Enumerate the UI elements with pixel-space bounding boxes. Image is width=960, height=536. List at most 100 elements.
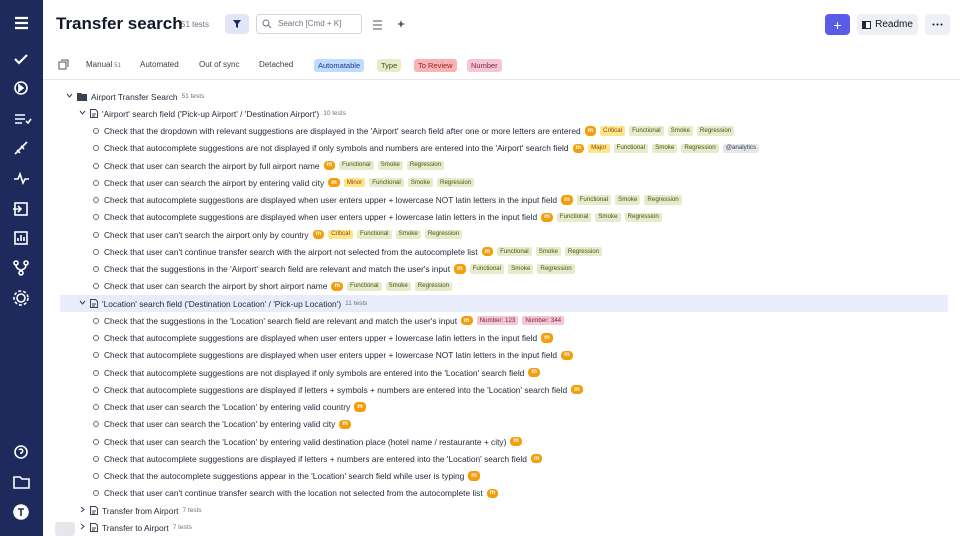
tree-row[interactable]: Check that autocomplete suggestions are … <box>60 209 948 226</box>
tree-row[interactable]: Check that the suggestions in the 'Locat… <box>60 312 948 329</box>
tree-row[interactable]: Check that the suggestions in the 'Airpo… <box>60 261 948 278</box>
case-title: Check that the dropdown with relevant su… <box>104 126 581 136</box>
tree-row[interactable]: Check that autocomplete suggestions are … <box>60 450 948 467</box>
sidebar-icons <box>13 16 32 520</box>
case-title: Check that user can't continue transfer … <box>104 488 483 499</box>
case-title: Check that user can search the airport b… <box>104 177 325 188</box>
case-title: Check that user can search the 'Location… <box>104 419 336 430</box>
suite-icon <box>90 109 98 119</box>
type-tag: Functional <box>369 178 404 188</box>
tree-row[interactable]: Airport Transfer Search 51 tests <box>60 88 948 105</box>
type-tag: Regression <box>406 160 445 171</box>
type-tag: Smoke <box>407 178 434 188</box>
chevron-open[interactable] <box>78 110 86 117</box>
tab[interactable]: Out of sync <box>199 60 239 69</box>
chevron-closed[interactable] <box>78 506 86 515</box>
tree-row[interactable]: Check that autocomplete suggestions are … <box>60 381 948 398</box>
tree-row[interactable]: Check that user can't continue transfer … <box>60 485 948 502</box>
tab-count: 51 <box>114 63 121 69</box>
toolbar-icons[interactable] <box>372 19 406 31</box>
suite-title: Transfer from Airport <box>102 505 179 516</box>
tree-row[interactable]: Check that autocomplete suggestions are … <box>60 330 948 347</box>
status-dot <box>93 438 99 445</box>
tree-row[interactable]: Check that autocomplete suggestions are … <box>60 140 948 157</box>
status-dot <box>93 179 99 186</box>
suite-icon <box>90 506 98 515</box>
tree-row[interactable]: Check that user can search the airport b… <box>60 174 948 191</box>
tab[interactable]: Automated <box>140 60 179 69</box>
tree-row[interactable]: Check that user can search the 'Location… <box>60 433 948 450</box>
tab[interactable]: Manual 51 <box>86 60 121 69</box>
type-tag: Functional <box>357 229 392 240</box>
shortcut-button[interactable] <box>55 522 75 536</box>
layer-badge: m <box>454 264 466 274</box>
add-button[interactable]: + <box>825 14 850 35</box>
priority-tag: Critical <box>328 229 353 240</box>
layer-badge: m <box>312 229 325 240</box>
tree-row[interactable]: Transfer from Airport 7 tests <box>60 502 948 519</box>
tree-row[interactable]: Transfer to Airport 7 tests <box>60 519 948 536</box>
status-dot <box>93 455 99 462</box>
tab[interactable]: Detached <box>259 60 293 69</box>
test-count: 51 tests <box>181 20 210 29</box>
type-tag: Regression <box>564 247 603 257</box>
tab-label: Automated <box>140 60 179 69</box>
tree-row[interactable]: Check that user can search the airport b… <box>60 278 948 295</box>
tree-row[interactable]: Check that the dropdown with relevant su… <box>60 123 948 140</box>
chevron-closed[interactable] <box>78 523 86 532</box>
status-dot <box>93 248 99 255</box>
page-title: Transfer search <box>56 14 183 33</box>
type-tag: Smoke <box>667 126 693 136</box>
layer-badge: m <box>541 333 553 343</box>
layer-badge: m <box>571 385 583 395</box>
tree-row[interactable]: Check that user can't continue transfer … <box>60 243 948 260</box>
type-tag: Functional <box>497 247 532 257</box>
filter-chip[interactable]: Automatable <box>314 59 365 72</box>
filter-chip[interactable]: Number <box>467 59 502 72</box>
tree-row[interactable]: Check that user can search the 'Location… <box>60 416 948 433</box>
layer-badge: m <box>530 454 543 464</box>
tree-row[interactable]: 'Airport' search field ('Pick-up Airport… <box>60 105 948 122</box>
filter-chip[interactable]: To Review <box>414 59 457 72</box>
suite-count: 10 tests <box>323 110 346 118</box>
case-title: Check that user can search the 'Location… <box>104 402 351 412</box>
filter-button[interactable] <box>225 14 249 34</box>
priority-tag: Critical <box>600 126 626 136</box>
case-title: Check that the suggestions in the 'Airpo… <box>104 264 451 274</box>
case-title: Check that autocomplete suggestions are … <box>104 367 525 378</box>
filter-chip[interactable]: Type <box>377 59 402 72</box>
layer-badge: m <box>541 212 553 222</box>
layer-badge: m <box>561 350 573 360</box>
suite-icon <box>90 299 98 308</box>
status-dot <box>93 283 99 290</box>
tree-row[interactable]: Check that user can search the airport b… <box>60 157 948 174</box>
more-button[interactable] <box>925 14 950 35</box>
tree-row[interactable]: 'Location' search field ('Destination Lo… <box>60 295 948 312</box>
type-tag: Functional <box>469 264 505 274</box>
select-icon[interactable] <box>58 59 69 70</box>
layer-badge: m <box>354 402 366 412</box>
layer-badge: m <box>461 316 473 326</box>
type-tag: Smoke <box>385 281 411 291</box>
tree-row[interactable]: Check that autocomplete suggestions are … <box>60 364 948 381</box>
type-tag: Regression <box>537 264 575 274</box>
tree-row[interactable]: Check that the autocomplete suggestions … <box>60 468 948 485</box>
status-dot <box>93 231 99 238</box>
tree-row[interactable]: Check that autocomplete suggestions are … <box>60 192 948 209</box>
readme-button[interactable]: Readme <box>857 14 918 35</box>
layer-badge: m <box>572 143 585 153</box>
readme-icon <box>862 20 872 29</box>
case-title: Check that the autocomplete suggestions … <box>104 471 465 481</box>
tab-label: Detached <box>259 60 294 69</box>
case-title: Check that autocomplete suggestions are … <box>104 333 538 343</box>
chevron-open[interactable] <box>65 93 73 100</box>
tree-row[interactable]: Check that autocomplete suggestions are … <box>60 347 948 364</box>
chevron-open[interactable] <box>78 300 86 307</box>
case-title: Check that user can search the airport b… <box>104 160 320 171</box>
tree-row[interactable]: Check that user can't search the airport… <box>60 226 948 243</box>
search-box[interactable]: Search [Cmd + K] <box>256 14 362 34</box>
case-title: Check that the suggestions in the 'Locat… <box>104 315 458 326</box>
number-tag: Number: 123 <box>476 316 519 326</box>
tree-row[interactable]: Check that user can search the 'Location… <box>60 399 948 416</box>
